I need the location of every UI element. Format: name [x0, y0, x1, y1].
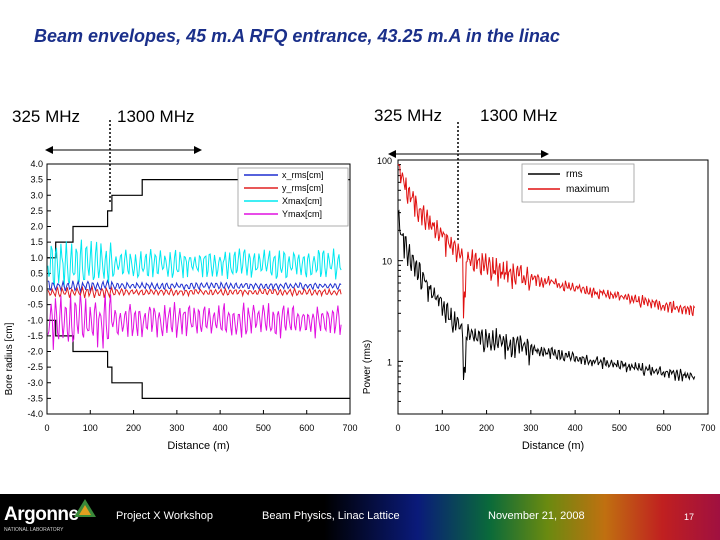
left-y-tick-label: 2.0	[30, 222, 43, 232]
right-x-tick-label: 600	[656, 423, 671, 433]
footer-page-number: 17	[684, 512, 695, 522]
argonne-logo: Argonne	[4, 504, 79, 525]
left-y-tick-label: 2.5	[30, 206, 43, 216]
left-legend: x_rms[cm] y_rms[cm] Xmax[cm] Ymax[cm]	[237, 167, 349, 227]
right-plot-frame	[397, 159, 709, 415]
arrow-right-tip-end	[541, 150, 549, 158]
left-x-tick-label: 100	[83, 423, 98, 433]
left-y-tick-label: -3.0	[27, 378, 43, 388]
right-x-tick-label: 700	[700, 423, 715, 433]
left-y-tick-label: 0.5	[30, 268, 43, 278]
left-x-tick-label: 0	[44, 423, 49, 433]
right-y-axis-label: Power (rms)	[362, 340, 373, 394]
slide-title: Beam envelopes, 45 m.A RFQ entrance, 43.…	[34, 26, 560, 46]
left-y-tick-label: -3.5	[27, 393, 43, 403]
right-series-rms	[397, 209, 696, 382]
left-y-tick-label: -1.5	[27, 331, 43, 341]
left-y-tick-label: -2.0	[27, 347, 43, 357]
left-y-tick-label: 4.0	[30, 159, 43, 169]
left-y-tick-label: 1.5	[30, 237, 43, 247]
freq-label-325-left: 325 MHz	[12, 107, 81, 126]
left-series-yrmscm	[47, 285, 342, 299]
left-legend-label: Ymax[cm]	[282, 209, 322, 219]
left-legend-box	[237, 167, 349, 227]
arrow-left-tip-start	[45, 146, 53, 154]
aperture-lower-line	[47, 319, 350, 399]
left-series-xmaxcm	[47, 239, 342, 288]
right-x-tick-label: 400	[568, 423, 583, 433]
left-series-xrmscm	[47, 279, 342, 294]
left-legend-label: Xmax[cm]	[282, 196, 322, 206]
right-x-tick-label: 0	[395, 423, 400, 433]
right-x-tick-label: 300	[523, 423, 538, 433]
right-x-tick-label: 500	[612, 423, 627, 433]
left-legend-label: x_rms[cm]	[282, 170, 324, 180]
right-y-tick-label: 100	[377, 156, 392, 166]
left-y-tick-label: 1.0	[30, 253, 43, 263]
left-y-tick-label: -1.0	[27, 315, 43, 325]
arrow-left-tip-end	[194, 146, 202, 154]
left-x-tick-label: 600	[299, 423, 314, 433]
footer-topic: Beam Physics, Linac Lattice	[262, 510, 400, 522]
arrow-right-tip-start	[388, 150, 396, 158]
left-y-tick-label: -4.0	[27, 409, 43, 419]
right-series-maximum	[397, 163, 696, 319]
footer-workshop: Project X Workshop	[116, 510, 214, 522]
left-x-tick-label: 700	[342, 423, 357, 433]
freq-label-1300-left: 1300 MHz	[117, 107, 195, 126]
right-x-tick-label: 200	[479, 423, 494, 433]
left-x-axis-label: Distance (m)	[167, 440, 229, 452]
right-y-tick-label: 1	[387, 357, 392, 367]
right-legend: rms maximum	[521, 163, 635, 203]
argonne-logo-icon	[74, 499, 96, 517]
right-legend-box	[521, 163, 635, 203]
freq-label-325-right: 325 MHz	[374, 106, 443, 125]
right-legend-label: maximum	[566, 184, 609, 195]
freq-label-1300-right: 1300 MHz	[480, 106, 558, 125]
right-y-tick-label: 10	[382, 257, 392, 267]
left-y-tick-label: 3.0	[30, 190, 43, 200]
footer-date: November 21, 2008	[488, 510, 585, 522]
left-x-tick-label: 300	[169, 423, 184, 433]
left-x-tick-label: 400	[213, 423, 228, 433]
left-legend-label: y_rms[cm]	[282, 183, 324, 193]
left-series-ymaxcm	[47, 291, 342, 350]
left-y-tick-label: 0.0	[30, 284, 43, 294]
right-x-tick-label: 100	[435, 423, 450, 433]
left-x-tick-label: 500	[256, 423, 271, 433]
left-y-tick-label: -2.5	[27, 362, 43, 372]
left-envelope-chart: 4.0 3.5 3.0 2.5 2.0 1.5 1.0 0.5 0.0 -0.5 -1.0 -1.5 -…	[4, 159, 358, 452]
aperture-upper-line	[47, 179, 350, 259]
left-y-tick-label: -0.5	[27, 300, 43, 310]
left-x-tick-label: 200	[126, 423, 141, 433]
right-x-axis-label: Distance (m)	[522, 440, 584, 452]
argonne-logo-subtitle: NATIONAL LABORATORY	[4, 527, 64, 533]
right-legend-label: rms	[566, 169, 583, 180]
footer-bar: Argonne NATIONAL LABORATORY Project X Wo…	[0, 494, 720, 540]
left-y-tick-label: 3.5	[30, 175, 43, 185]
left-y-axis-label: Bore radius [cm]	[4, 322, 15, 395]
